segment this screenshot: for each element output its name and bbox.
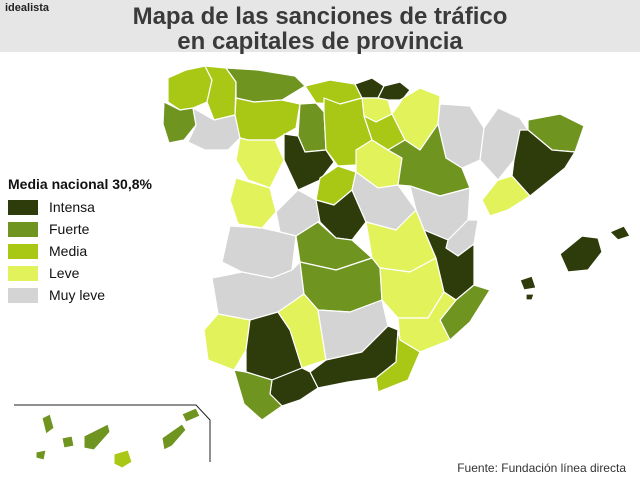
province-madrid bbox=[315, 189, 367, 241]
province-ourense bbox=[187, 107, 241, 151]
legend: Media nacional 30,8% Intensa Fuerte Medi… bbox=[8, 176, 152, 306]
province-zamora bbox=[235, 137, 285, 189]
map-title-line-1: Mapa de las sanciones de tráfico bbox=[132, 3, 508, 30]
legend-item-media: Media bbox=[8, 240, 152, 262]
header-band bbox=[0, 0, 640, 52]
legend-label: Fuerte bbox=[49, 221, 90, 237]
legend-item-intensa: Intensa bbox=[8, 196, 152, 218]
province-baleares-mallorca bbox=[559, 235, 603, 273]
province-caceres bbox=[221, 225, 297, 279]
legend-swatch bbox=[8, 243, 38, 259]
province-barcelona bbox=[511, 129, 576, 197]
province-baleares-menorca bbox=[609, 225, 631, 241]
legend-label: Media bbox=[49, 243, 88, 259]
province-huelva bbox=[203, 313, 251, 371]
province-leon bbox=[234, 97, 301, 141]
source-note: Fuente: Fundación línea directa bbox=[457, 461, 626, 475]
island-el-hierro bbox=[35, 449, 47, 461]
map-title-line-2: en capitales de provincia bbox=[177, 28, 463, 55]
island-gran-canaria bbox=[113, 449, 133, 469]
province-valencia bbox=[423, 229, 475, 301]
legend-label: Leve bbox=[49, 265, 80, 281]
province-asturias bbox=[225, 67, 306, 103]
province-cadiz bbox=[233, 369, 283, 421]
province-a-coruna bbox=[167, 65, 213, 111]
legend-item-fuerte: Fuerte bbox=[8, 218, 152, 240]
legend-swatch bbox=[8, 221, 38, 237]
legend-swatch bbox=[8, 265, 38, 281]
legend-label: Muy leve bbox=[49, 287, 106, 303]
legend-label: Intensa bbox=[49, 199, 95, 215]
legend-swatch bbox=[8, 199, 38, 215]
province-baleares-ibiza bbox=[519, 275, 537, 291]
island-la-palma bbox=[41, 413, 55, 435]
map-title: Mapa de las sanciones de tráfico en capi… bbox=[0, 4, 640, 54]
legend-item-leve: Leve bbox=[8, 262, 152, 284]
island-lanzarote bbox=[181, 407, 201, 423]
province-almeria bbox=[375, 329, 421, 393]
island-la-gomera bbox=[61, 435, 75, 449]
province-pontevedra bbox=[162, 101, 197, 144]
island-tenerife bbox=[83, 423, 111, 451]
legend-swatch bbox=[8, 287, 38, 303]
canarias-inset-frame bbox=[14, 404, 211, 462]
province-tarragona bbox=[481, 175, 531, 217]
legend-title: Media nacional 30,8% bbox=[8, 176, 152, 192]
province-baleares-formentera bbox=[525, 293, 535, 301]
province-valladolid bbox=[283, 133, 335, 191]
brand-logo: idealista bbox=[5, 2, 50, 14]
province-zaragoza bbox=[387, 123, 471, 197]
island-fuerteventura bbox=[161, 423, 187, 451]
legend-item-muy-leve: Muy leve bbox=[8, 284, 152, 306]
